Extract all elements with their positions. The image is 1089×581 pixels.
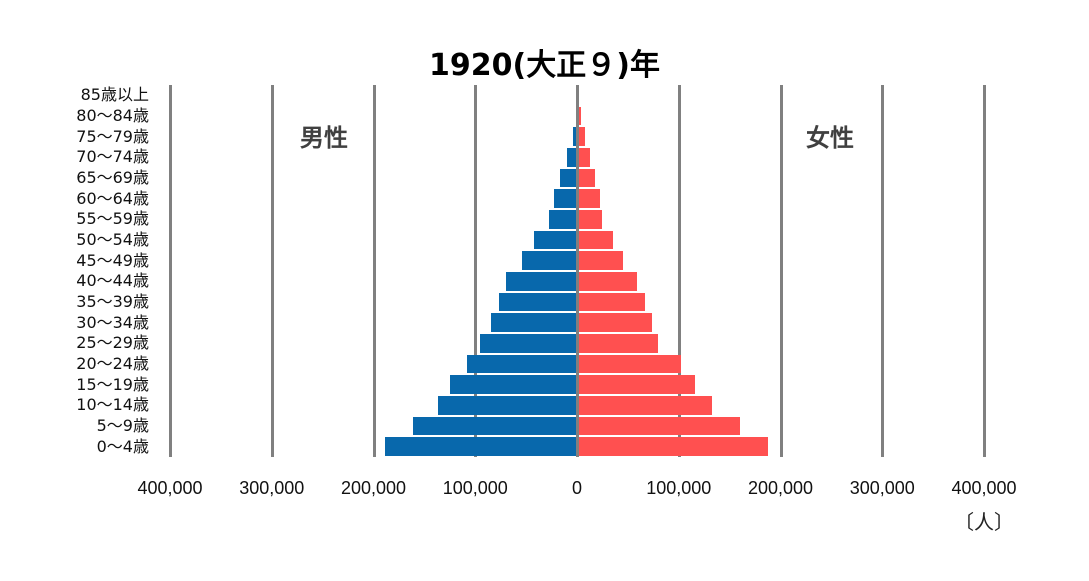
age-group-label: 5〜9歳 bbox=[96, 416, 149, 435]
male-bar bbox=[553, 189, 577, 208]
gridline bbox=[881, 85, 885, 457]
bar-row bbox=[170, 375, 984, 394]
female-bar bbox=[578, 272, 637, 291]
female-bar bbox=[578, 168, 596, 188]
bar-row bbox=[170, 148, 984, 167]
age-group-label: 30〜34歳 bbox=[76, 312, 149, 332]
bar-row bbox=[170, 334, 984, 353]
female-bar bbox=[578, 230, 613, 250]
gridline bbox=[169, 85, 172, 457]
male-bar bbox=[498, 292, 577, 312]
x-tick-label: 100,000 bbox=[646, 478, 712, 498]
unit-label: 〔人〕 bbox=[954, 510, 1014, 534]
bar-row bbox=[170, 354, 984, 374]
female-bar bbox=[578, 210, 603, 229]
bar-row bbox=[170, 396, 984, 415]
bar-row bbox=[170, 272, 984, 291]
male-bar bbox=[413, 416, 577, 436]
female-bar bbox=[578, 396, 713, 415]
female-bar bbox=[578, 334, 659, 353]
x-tick-label: 300,000 bbox=[239, 478, 305, 498]
age-group-label: 50〜54歳 bbox=[76, 230, 149, 249]
age-group-label: 35〜39歳 bbox=[76, 292, 149, 311]
male-bar bbox=[467, 354, 577, 374]
age-group-label: 70〜74歳 bbox=[76, 147, 149, 167]
gridline bbox=[372, 85, 376, 457]
bar-row bbox=[170, 416, 984, 436]
age-group-label: 15〜19歳 bbox=[76, 374, 149, 394]
age-group-label: 40〜44歳 bbox=[76, 271, 149, 291]
male-label: 男性 bbox=[300, 124, 348, 152]
female-bar bbox=[578, 251, 623, 270]
age-group-label: 20〜24歳 bbox=[76, 354, 149, 373]
x-tick-label: 200,000 bbox=[340, 478, 407, 498]
x-tick-label: 400,000 bbox=[951, 478, 1017, 498]
x-tick-label: 400,000 bbox=[137, 478, 203, 498]
bar-row bbox=[170, 189, 984, 208]
male-bar bbox=[566, 148, 577, 167]
age-group-label: 25〜29歳 bbox=[76, 333, 149, 353]
age-group-label: 0〜4歳 bbox=[96, 436, 149, 456]
male-bar bbox=[522, 251, 577, 270]
gridline bbox=[779, 85, 783, 457]
gridline bbox=[983, 85, 986, 457]
male-bar bbox=[449, 375, 577, 394]
bar-row bbox=[170, 292, 984, 312]
female-bar bbox=[578, 189, 601, 208]
female-bar bbox=[578, 354, 681, 374]
bar-row bbox=[170, 168, 984, 188]
bar-row bbox=[170, 251, 984, 270]
female-bar bbox=[578, 416, 740, 436]
age-group-label: 85歳以上 bbox=[80, 85, 149, 105]
x-tick-label: 300,000 bbox=[849, 478, 915, 498]
age-group-label: 45〜49歳 bbox=[76, 250, 149, 270]
x-tick-label: 200,000 bbox=[747, 478, 814, 498]
male-bar bbox=[437, 396, 577, 415]
male-bar bbox=[534, 230, 577, 250]
age-group-label: 80〜84歳 bbox=[76, 106, 149, 125]
plot-area bbox=[169, 85, 986, 457]
gridline bbox=[474, 85, 478, 457]
x-tick-label: 0 bbox=[571, 478, 583, 498]
bar-row bbox=[170, 230, 984, 250]
female-bar bbox=[578, 375, 695, 394]
male-bar bbox=[490, 313, 577, 332]
age-group-label: 60〜64歳 bbox=[76, 188, 149, 208]
male-bar bbox=[572, 127, 577, 146]
bar-row bbox=[170, 210, 984, 229]
female-bar bbox=[578, 292, 646, 312]
male-bar bbox=[480, 334, 577, 353]
center-axis-line bbox=[576, 85, 579, 457]
age-group-label: 55〜59歳 bbox=[76, 209, 149, 229]
x-tick-label: 100,000 bbox=[442, 478, 508, 498]
male-bar bbox=[548, 210, 577, 229]
gridline bbox=[270, 85, 274, 457]
male-bar bbox=[505, 272, 577, 291]
gridline bbox=[677, 85, 681, 457]
female-bar bbox=[578, 437, 769, 456]
age-group-label: 75〜79歳 bbox=[76, 126, 149, 146]
bar-row bbox=[170, 313, 984, 332]
female-bar bbox=[578, 127, 586, 146]
age-group-label: 10〜14歳 bbox=[76, 395, 149, 415]
female-bar bbox=[578, 313, 653, 332]
bar-row bbox=[170, 127, 984, 146]
female-bar bbox=[578, 106, 582, 126]
male-bar bbox=[384, 437, 577, 456]
chart-title: 1920(大正９)年 bbox=[429, 48, 660, 83]
female-label: 女性 bbox=[806, 124, 854, 152]
male-bar bbox=[559, 168, 577, 188]
female-bar bbox=[578, 148, 591, 167]
age-group-label: 65〜69歳 bbox=[76, 168, 149, 187]
bar-row bbox=[170, 437, 984, 456]
